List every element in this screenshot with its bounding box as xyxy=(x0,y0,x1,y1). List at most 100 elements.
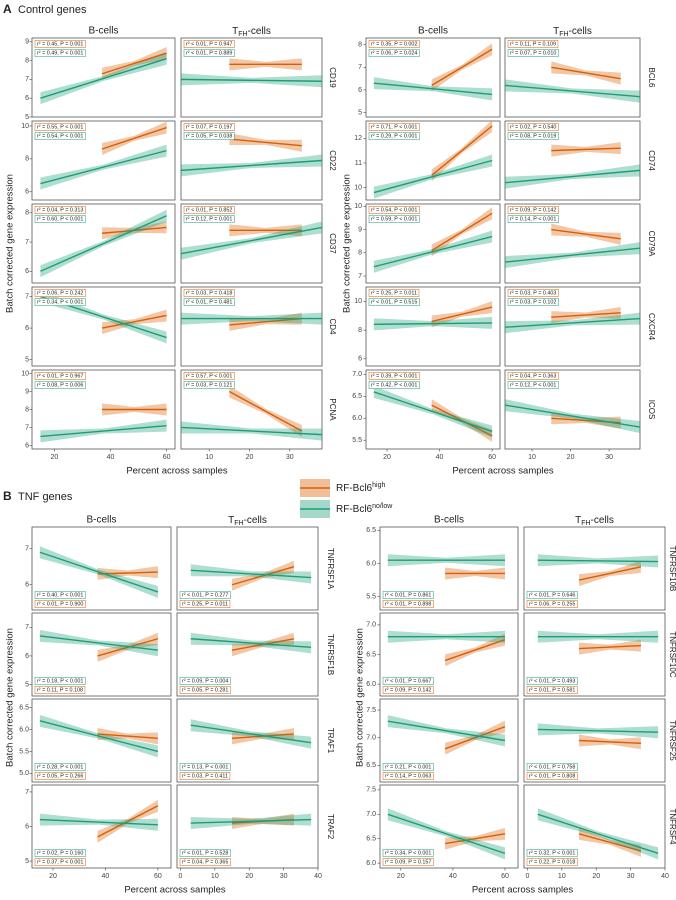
y-axis-title: Batch corrected gene expression xyxy=(342,174,353,313)
stat-label: r² = 0.04, P = 0.313 xyxy=(37,207,83,213)
fit-line xyxy=(387,720,506,742)
stat-box xyxy=(507,49,559,57)
stat-label: r² = 0.42, P < 0.001 xyxy=(371,382,417,388)
fit-line xyxy=(39,635,158,651)
stat-box xyxy=(179,763,231,771)
section-title: Control genes xyxy=(18,4,87,16)
fit-line xyxy=(39,818,158,826)
fit-line xyxy=(97,805,159,838)
header-tail: -cells xyxy=(569,26,592,37)
stat-label: r² = 0.11, P = 0.108 xyxy=(37,687,83,693)
gene-label: CD19 xyxy=(328,67,337,88)
stat-label: r² = 0.06, P = 0.024 xyxy=(371,50,417,56)
fit-line xyxy=(578,644,641,650)
stat-label: r² = 0.14, P = 0.063 xyxy=(385,773,431,779)
gene-label: CD4 xyxy=(328,318,337,335)
x-tick-label: 40 xyxy=(314,873,322,880)
stat-box xyxy=(526,849,578,857)
stat-box xyxy=(507,40,559,48)
stat-box xyxy=(382,600,434,608)
stat-label: r² < 0.01, P = 0.493 xyxy=(529,678,575,684)
x-tick-label: 0 xyxy=(178,873,182,880)
stat-box xyxy=(183,40,235,48)
section-title: TNF genes xyxy=(18,491,73,503)
stat-box xyxy=(526,772,578,780)
stat-box xyxy=(34,772,86,780)
x-tick-label: 0 xyxy=(525,873,529,880)
fit-line xyxy=(504,404,641,428)
fit-line xyxy=(578,566,642,581)
y-tick-label: 6.0 xyxy=(366,560,376,567)
legend-sup: no/low xyxy=(372,503,393,510)
stat-box xyxy=(368,215,420,223)
gene-label: TRAF1 xyxy=(326,728,335,754)
stat-label: r² = 0.55, P < 0.001 xyxy=(37,124,83,130)
stat-label: r² = 0.25, P = 0.011 xyxy=(371,290,417,296)
y-tick-label: 6.5 xyxy=(366,527,376,534)
y-tick-label: 6.5 xyxy=(366,651,376,658)
fit-line xyxy=(444,639,506,662)
stat-label: r² = 0.06, P = 0.255 xyxy=(529,601,575,607)
gene-label: TNFRSF10B xyxy=(668,546,676,592)
stat-box xyxy=(34,372,86,380)
stat-label: r² = 0.54, P < 0.001 xyxy=(37,133,83,139)
fit-line xyxy=(373,82,493,96)
stat-label: r² = 0.08, P = 0.006 xyxy=(37,382,83,388)
gene-label: TNFRSF4 xyxy=(668,809,676,846)
y-tick-label: 6 xyxy=(25,582,29,589)
fit-line xyxy=(101,126,167,150)
y-tick-label: 5.5 xyxy=(352,437,362,444)
stat-box xyxy=(179,591,231,599)
fit-line xyxy=(101,314,167,329)
y-tick-label: 8 xyxy=(25,156,29,163)
y-tick-label: 7.5 xyxy=(366,787,376,794)
stat-label: r² = 0.71, P < 0.001 xyxy=(371,124,417,130)
header-sub: FH xyxy=(238,31,247,38)
stat-box xyxy=(507,289,559,297)
fit-line xyxy=(180,78,323,82)
section-label: B xyxy=(3,489,12,503)
stat-box xyxy=(382,763,434,771)
stat-label: r² = 0.09, P = 0.004 xyxy=(182,678,228,684)
stat-box xyxy=(34,49,86,57)
fit-line xyxy=(373,322,493,326)
fit-line xyxy=(504,169,641,184)
fit-line xyxy=(578,833,642,852)
y-tick-label: 6.0 xyxy=(352,415,362,422)
stat-box xyxy=(34,381,86,389)
x-tick-label: 10 xyxy=(528,454,536,461)
x-tick-label: 10 xyxy=(211,873,219,880)
y-tick-label: 5 xyxy=(25,357,29,364)
stat-box xyxy=(183,215,235,223)
y-axis-title: Batch corrected gene expression xyxy=(5,628,16,767)
y-tick-label: 8 xyxy=(25,57,29,64)
y-tick-label: 7.5 xyxy=(366,707,376,714)
y-tick-label: 8 xyxy=(358,327,362,334)
stat-label: r² = 0.04, P = 0.363 xyxy=(510,373,556,379)
y-tick-label: 8 xyxy=(25,210,29,217)
stat-box xyxy=(34,686,86,694)
y-tick-label: 5 xyxy=(25,681,29,688)
stat-box xyxy=(34,849,86,857)
stat-label: r² < 0.01, P = 0.646 xyxy=(529,592,575,598)
y-tick-label: 7.0 xyxy=(366,735,376,742)
y-tick-label: 5.5 xyxy=(366,594,376,601)
y-tick-label: 6.5 xyxy=(366,836,376,843)
y-tick-label: 7.0 xyxy=(352,371,362,378)
y-tick-label: 6 xyxy=(358,356,362,363)
x-tick-label: 40 xyxy=(436,454,444,461)
fit-line xyxy=(551,312,621,318)
column-header: TFH-cells xyxy=(575,515,614,527)
stat-box xyxy=(507,132,559,140)
stat-label: r² = 0.09, P = 0.142 xyxy=(385,687,431,693)
stat-label: r² < 0.01, P = 0.277 xyxy=(182,592,228,598)
fit-line xyxy=(373,391,493,433)
y-tick-label: 11 xyxy=(355,160,362,167)
x-tick-label: 20 xyxy=(397,873,405,880)
y-tick-label: 9 xyxy=(25,39,29,46)
y-axis-title: Batch corrected gene expression xyxy=(355,628,366,767)
fit-line xyxy=(431,48,493,87)
fit-line xyxy=(504,247,641,263)
x-tick-label: 60 xyxy=(501,873,509,880)
header-tail: -cells xyxy=(591,515,614,526)
